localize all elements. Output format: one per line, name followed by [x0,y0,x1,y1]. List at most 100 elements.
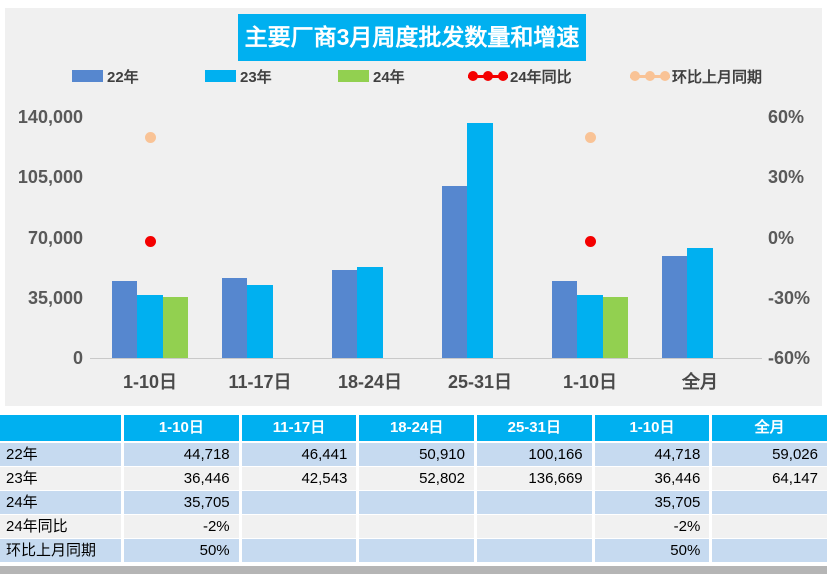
legend-item-24年: 24年 [338,66,405,86]
table-header-cell: 11-17日 [241,415,357,441]
y-axis-left-tick: 105,000 [17,167,83,188]
table-row: 22年 44,718 46,441 50,910 100,166 44,718 59,026 [0,443,827,466]
table-cell [359,515,474,538]
table-cell: 44,718 [124,443,239,466]
x-axis-label: 11-17日 [228,372,292,392]
table-cell [359,539,474,562]
table-cell: 100,166 [476,443,592,466]
table-cell [359,491,474,514]
table-row: 23年 36,446 42,543 52,802 136,669 36,446 64,147 [0,467,827,490]
legend-label: 22年 [107,68,139,86]
x-axis-label: 25-31日 [447,372,513,392]
y-axis-right-tick: 0% [768,227,795,248]
table-cell [712,539,827,562]
x-axis-label: 全月 [682,372,718,392]
chart-title: 主要厂商3月周度批发数量和增速 [238,14,586,61]
y-axis-left-tick: 0 [72,348,83,368]
bar-22年-全月 [661,256,688,358]
table-cell [241,515,357,538]
legend-label: 23年 [240,68,272,86]
row-label: 23年 [0,467,121,490]
table-header-cell: 18-24日 [359,415,474,441]
legend-item-23年: 23年 [205,66,272,86]
legend-dotline-icon [630,70,670,82]
legend-dot-icon [645,71,655,81]
y-axis-left-tick: 35,000 [27,287,83,308]
bar-22年-1-10日 [111,281,138,358]
y-axis-right-tick: -60% [768,348,811,368]
bar-24年-1-10日 [162,296,189,358]
table-cell: -2% [594,515,710,538]
chart-panel: 主要厂商3月周度批发数量和增速 22年 23年 24年 24年同比 环比上月同期 0 35… [5,8,822,406]
y-axis-right-tick: 60% [768,107,805,127]
y-axis-left-tick: 140,000 [17,107,83,127]
legend-item-22年: 22年 [72,66,139,86]
legend-label: 环比上月同期 [672,68,763,86]
table-header-cell [0,415,121,441]
bar-23年-11-17日 [247,284,273,358]
table-cell: 52,802 [359,467,474,490]
legend-item-环比上月同期: 环比上月同期 [630,66,762,86]
row-label: 24年同比 [0,515,121,538]
y-axis-right-tick: 30% [768,167,805,188]
table-cell [476,491,592,514]
legend-dot-icon [498,71,508,81]
bar-22年-11-17日 [221,278,248,358]
legend-dot-icon [468,71,478,81]
table-row: 24年 35,705 35,705 [0,491,827,514]
bar-23年-18-24日 [357,267,383,358]
table-cell: 136,669 [476,467,592,490]
table-header-cell: 1-10日 [594,415,710,441]
table-cell [241,539,357,562]
dot-环比上月同期-1-10日 [144,131,156,143]
table-cell: 46,441 [241,443,357,466]
bottom-strip [0,566,827,574]
legend-dotline-icon [468,70,508,82]
table-row: 环比上月同期 50% 50% [0,539,827,562]
data-table: 1-10日 11-17日 18-24日 25-31日 1-10日 全月 22年 44,718 4… [0,415,827,563]
table-cell: 50% [124,539,239,562]
row-label: 24年 [0,491,121,514]
bar-22年-18-24日 [331,270,358,358]
bar-23年-1-10日 [577,295,603,358]
dot-环比上月同期-1-10日 [584,131,596,143]
legend-swatch-icon [338,70,369,82]
table-cell: 36,446 [594,467,710,490]
bar-23年-25-31日 [467,122,493,358]
table-cell: 64,147 [712,467,827,490]
x-axis-label: 1-10日 [562,372,618,392]
table-cell: 50,910 [359,443,474,466]
legend-label: 24年 [373,68,405,86]
legend-label: 24年同比 [510,68,572,86]
x-axis-label: 18-24日 [337,372,403,392]
table-cell: 50% [594,539,710,562]
bar-23年-全月 [687,247,713,358]
table-cell: 35,705 [594,491,710,514]
legend-dot-icon [660,71,670,81]
table-cell: 44,718 [594,443,710,466]
bar-22年-1-10日 [551,281,578,358]
table-cell [241,491,357,514]
table-cell: 36,446 [124,467,239,490]
x-axis-label: 1-10日 [122,372,178,392]
legend-item-24年同比: 24年同比 [468,66,572,86]
dot-24年同比-1-10日 [584,236,596,248]
table-cell [712,491,827,514]
dot-24年同比-1-10日 [144,236,156,248]
y-axis-right-tick: -30% [768,287,811,308]
legend-dot-icon [483,71,493,81]
row-label: 环比上月同期 [0,539,121,562]
table-cell: -2% [124,515,239,538]
table-cell: 59,026 [712,443,827,466]
bar-24年-1-10日 [602,296,629,358]
table-cell [476,515,592,538]
table-header-cell: 25-31日 [476,415,592,441]
x-axis-line [90,358,762,359]
bar-22年-25-31日 [441,185,468,358]
legend-swatch-icon [72,70,103,82]
y-axis-left-tick: 70,000 [27,227,83,248]
table-cell [712,515,827,538]
legend-swatch-icon [205,70,236,82]
row-label: 22年 [0,443,121,466]
